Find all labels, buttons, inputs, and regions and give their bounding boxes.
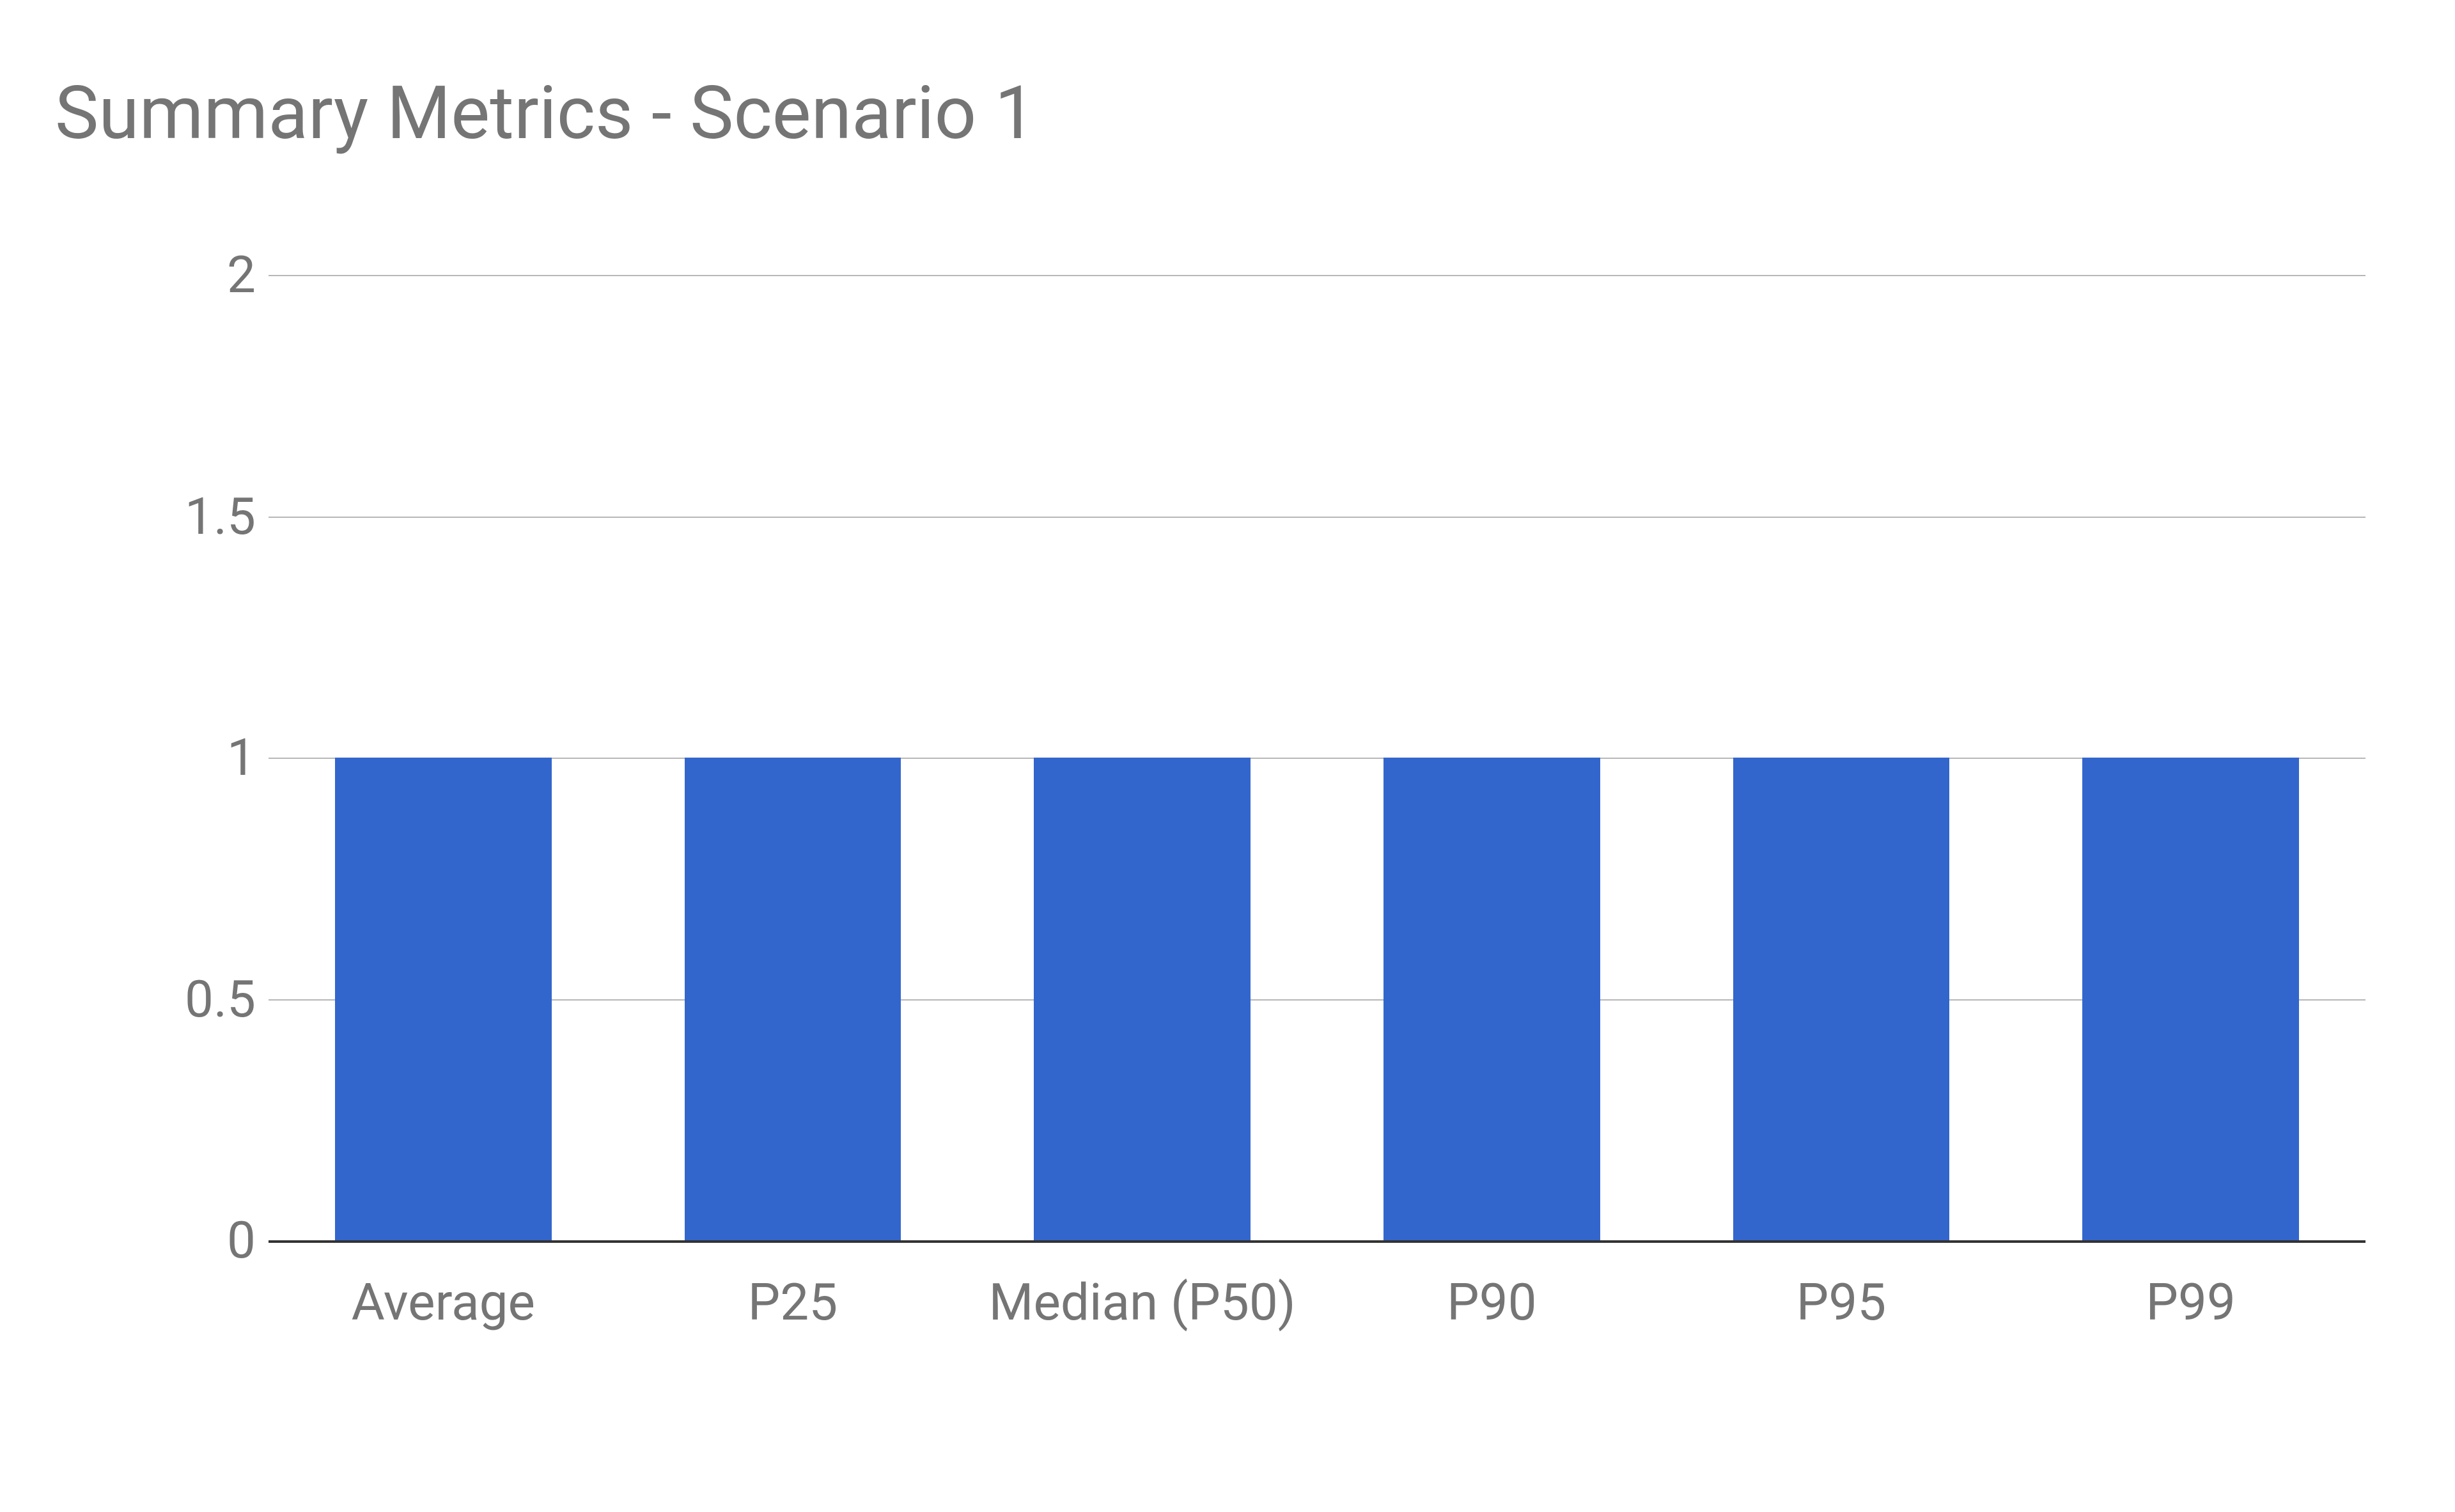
y-axis-tick-label: 2 <box>77 245 256 305</box>
y-axis-tick-label: 1.5 <box>77 487 256 547</box>
y-axis-tick-label: 1 <box>77 728 256 788</box>
x-axis-tick-label: P90 <box>1447 1272 1536 1332</box>
x-axis-tick-label: Average <box>352 1272 535 1332</box>
chart-bar <box>335 758 552 1240</box>
chart-bar <box>1733 758 1950 1240</box>
x-axis-tick-label: P95 <box>1796 1272 1886 1332</box>
y-axis-tick-label: 0 <box>77 1210 256 1270</box>
chart-bar <box>1383 758 1600 1240</box>
x-axis-tick-label: P25 <box>748 1272 838 1332</box>
chart-plot-area: 00.511.52AverageP25Median (P50)P90P95P99 <box>269 275 2365 1240</box>
y-axis-tick-label: 0.5 <box>77 969 256 1029</box>
chart-gridline <box>269 758 2365 759</box>
summary-metrics-chart: Summary Metrics - Scenario 1 00.511.52Av… <box>0 0 2455 1512</box>
chart-gridline <box>269 999 2365 1001</box>
chart-title: Summary Metrics - Scenario 1 <box>55 70 1036 157</box>
chart-baseline <box>269 1240 2365 1243</box>
x-axis-tick-label: P99 <box>2146 1272 2235 1332</box>
chart-gridline <box>269 275 2365 276</box>
chart-gridline <box>269 517 2365 518</box>
x-axis-tick-label: Median (P50) <box>989 1272 1296 1332</box>
chart-bar <box>1034 758 1251 1240</box>
chart-bar <box>685 758 901 1240</box>
chart-bar <box>2082 758 2299 1240</box>
